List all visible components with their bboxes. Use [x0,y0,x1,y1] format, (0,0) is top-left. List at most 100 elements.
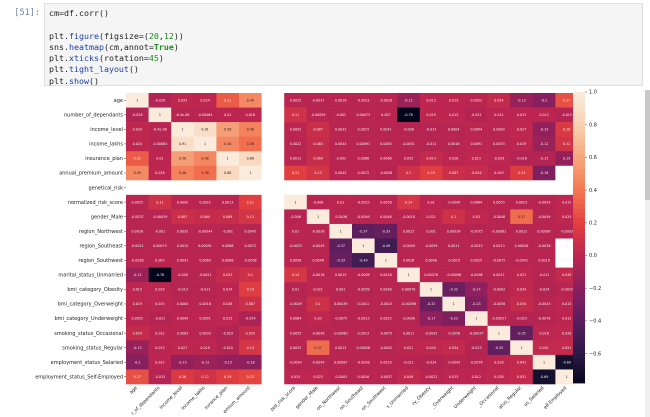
scrollbar-thumb[interactable] [645,90,650,200]
heatmap-annotation: 0.015 [223,317,232,321]
colorbar-segment [573,111,585,117]
heatmap-cell [419,238,443,254]
heatmap-annotation: 0.16 [563,128,570,132]
colorbar-segment [573,96,585,103]
heatmap-cell [216,340,240,356]
vertical-scrollbar[interactable] [645,90,650,417]
heatmap-annotation: 0.0011 [358,302,370,306]
code-token: show [68,75,89,86]
heatmap-annotation: 0.01 [156,157,163,161]
colorbar-tick-label: −0.4 [589,319,601,325]
colorbar-segment [573,232,585,238]
heatmap-cell [284,325,308,341]
heatmap-cell [193,194,217,210]
heatmap-annotation: 0.087 [313,128,322,132]
y-tick-label: number_of_dependants [64,113,123,119]
heatmap-annotation: -0.0049 [538,215,551,219]
heatmap-cell [419,209,443,225]
heatmap-annotation: 0.01 [427,200,434,204]
code-token: (figsize=( [98,30,149,41]
heatmap-annotation: 0.0092 [177,200,189,204]
x-tick-label: s_Unmarried [385,385,410,410]
heatmap-cell [374,238,398,254]
heatmap-annotation: -0.0015 [380,302,393,306]
heatmap-annotation: -0.029 [494,157,505,161]
heatmap-annotation: 0.001 [426,229,435,233]
heatmap-annotation: 0.018 [494,360,503,364]
heatmap-cell [419,296,443,312]
heatmap-cell [419,267,443,283]
heatmap-cell [239,282,262,297]
heatmap-annotation: 0.00073 [153,244,167,248]
heatmap-cell [329,354,353,370]
heatmap-annotation: -0.35 [495,346,504,350]
heatmap-annotation: -0.23 [449,317,458,321]
code-token: (rotation= [98,53,149,64]
heatmap-cell [555,107,579,123]
heatmap-annotation: -0.0025 [289,244,302,248]
heatmap-cell [532,253,556,268]
heatmap-cell [216,325,240,341]
code-editor[interactable]: cm=df.corr() plt.figure(figsize=(20,12))… [49,8,184,87]
code-cell[interactable]: cm=df.corr() plt.figure(figsize=(20,12))… [44,3,643,86]
heatmap-annotation: -0.00084 [198,113,213,117]
heatmap-annotation: -0.013 [177,288,188,292]
heatmap-cell [374,340,398,356]
heatmap-annotation: 0.19 [224,375,231,379]
heatmap-cell [261,354,285,370]
y-tick-label: bmi_category_Overweight [58,302,123,308]
colorbar-tick-label: 1.0 [589,90,597,96]
heatmap-cell [193,282,217,297]
heatmap-cell [216,93,240,108]
heatmap-annotation: 0.053 [223,273,232,277]
heatmap-cell [487,107,511,123]
heatmap-cell [216,282,240,297]
heatmap-cell [397,122,421,137]
heatmap-cell [352,209,375,225]
heatmap-annotation: 0.0044 [335,142,347,146]
heatmap-annotation: 0.0025 [132,200,144,204]
heatmap-annotation: 0.0083 [493,128,505,132]
y-tick-label: marital_status_Unmarried [58,273,123,279]
heatmap-cell [510,267,534,283]
heatmap-cell [216,209,240,225]
heatmap-annotation: 0.012 [562,317,571,321]
heatmap-cell [284,107,308,123]
heatmap-annotation: 0.024 [200,98,209,102]
colorbar-segment [573,324,585,331]
heatmap-annotation: 0.015 [449,375,458,379]
heatmap-cell [306,93,330,108]
heatmap-annotation: 0.0011 [493,273,505,277]
heatmap-annotation: -0.13 [517,98,526,102]
heatmap-annotation: 1 [385,259,387,263]
heatmap-cell [532,296,556,312]
colorbar-segment [573,92,585,98]
heatmap-cell [148,93,172,108]
x-tick-label: _Overweight [430,385,455,410]
y-tick-label: region_Northwest [79,229,123,235]
heatmap-cell [329,369,353,385]
heatmap-cell [532,267,556,283]
heatmap-annotation: 0.054 [133,331,142,335]
colorbar-segment [573,378,585,384]
heatmap-annotation: 0.019 [449,98,458,102]
code-token: plt. [49,64,69,75]
code-token: () [128,64,139,75]
heatmap-cell [532,223,556,239]
heatmap-cell [148,194,172,210]
heatmap-cell [397,136,421,152]
colorbar-segment [573,164,585,170]
heatmap-cell [442,93,466,108]
colorbar-segment [573,179,585,185]
heatmap-annotation: -0.028 [155,98,166,102]
heatmap-cell [465,282,488,297]
heatmap-cell [148,369,172,385]
heatmap-annotation: 0.069 [223,215,232,219]
heatmap-cell [216,194,240,210]
heatmap-annotation: -0.0048 [312,331,325,335]
heatmap-cell [555,238,579,254]
colorbar-tick-label: 0.0 [589,253,597,259]
heatmap-annotation: 1 [520,346,522,350]
heatmap-cell [148,223,172,239]
heatmap-cell [465,194,488,210]
